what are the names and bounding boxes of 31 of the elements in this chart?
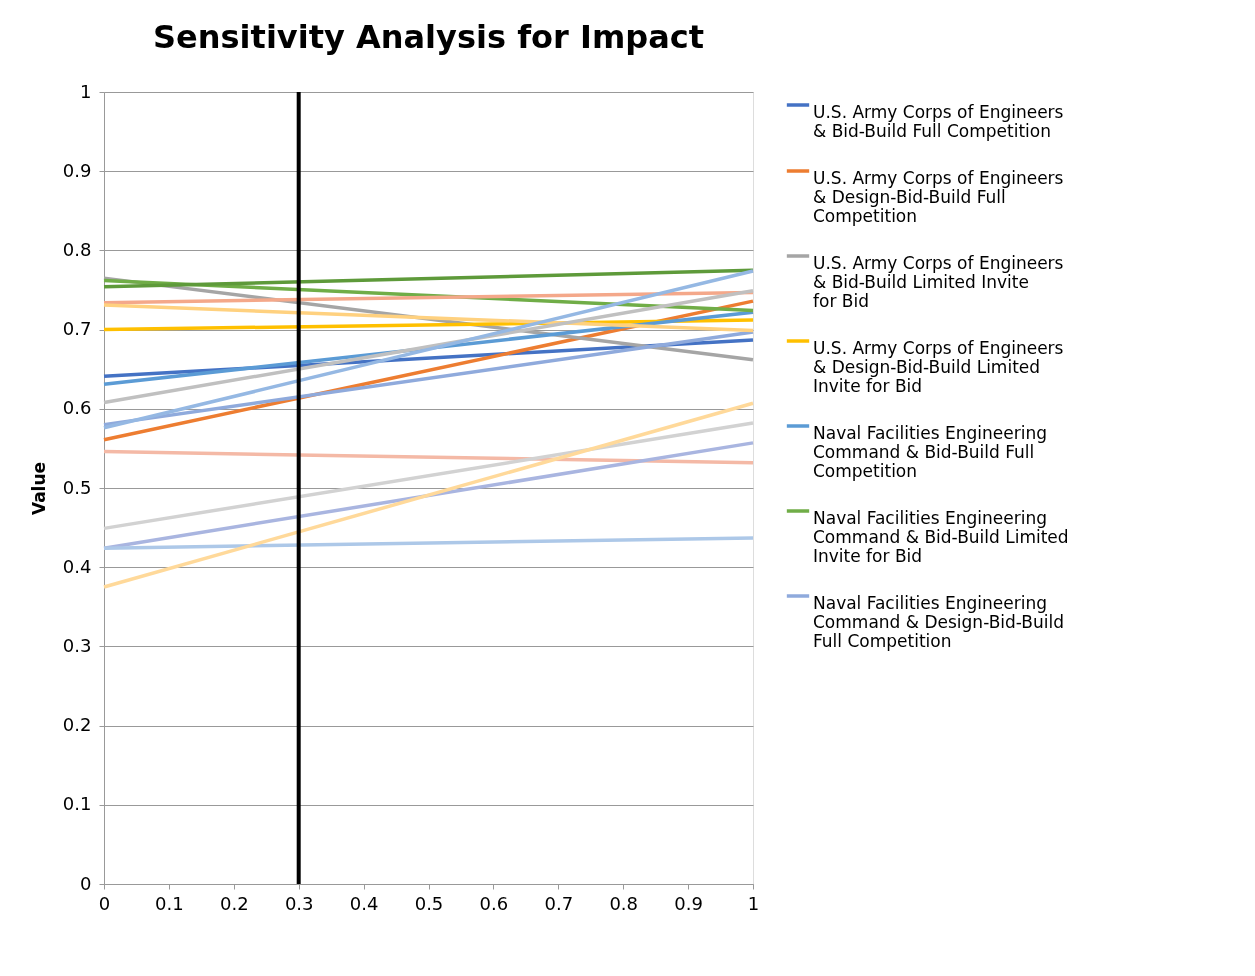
- x-tick-label: 0.6: [479, 892, 509, 914]
- x-tick-label: 0.9: [674, 892, 703, 914]
- x-tick-label: 0: [98, 892, 111, 914]
- legend-label: U.S. Army Corps of Engineers & Bid-Build Full Competition: [813, 102, 1064, 141]
- legend-label: U.S. Army Corps of Engineers & Design-Bid-Build Full Competition: [813, 168, 1064, 226]
- x-tick-label: 0.2: [219, 892, 249, 914]
- y-tick-label: 0.6: [62, 397, 92, 419]
- y-tick-label: 0.8: [62, 238, 92, 260]
- legend-label: Naval Facilities Engineering Command & Bid-Build Limited Invite for Bid: [813, 508, 1069, 566]
- chart-title: Sensitivity Analysis for Impact: [153, 18, 704, 56]
- x-tick-label: 1: [747, 892, 760, 914]
- x-tick-label: 0.8: [609, 892, 639, 914]
- x-tick-label: 0.1: [155, 892, 184, 914]
- x-tick-label: 0.7: [544, 892, 574, 914]
- y-tick-label: 0.5: [62, 476, 92, 498]
- y-tick-label: 0.1: [62, 793, 92, 815]
- y-tick-label: 0.4: [62, 555, 92, 577]
- x-tick-label: 0.4: [349, 892, 379, 914]
- y-tick-label: 0.3: [62, 634, 92, 656]
- y-tick-label: 0.9: [62, 159, 92, 181]
- legend-label: U.S. Army Corps of Engineers & Design-Bid-Build Limited Invite for Bid: [813, 338, 1064, 396]
- y-axis-title: Value: [28, 461, 49, 516]
- legend-label: U.S. Army Corps of Engineers & Bid-Build Limited Invite for Bid: [813, 253, 1064, 311]
- y-tick-label: 1: [80, 80, 92, 102]
- legend-label: Naval Facilities Engineering Command & Bid-Build Full Competition: [813, 423, 1047, 481]
- x-tick-label: 0.3: [284, 892, 314, 914]
- legend-label: Naval Facilities Engineering Command & Design-Bid-Build Full Competition: [813, 593, 1065, 651]
- x-tick-label: 0.5: [414, 892, 444, 914]
- y-tick-label: 0: [80, 872, 92, 894]
- y-tick-label: 0.7: [62, 318, 92, 340]
- y-tick-label: 0.2: [62, 714, 92, 736]
